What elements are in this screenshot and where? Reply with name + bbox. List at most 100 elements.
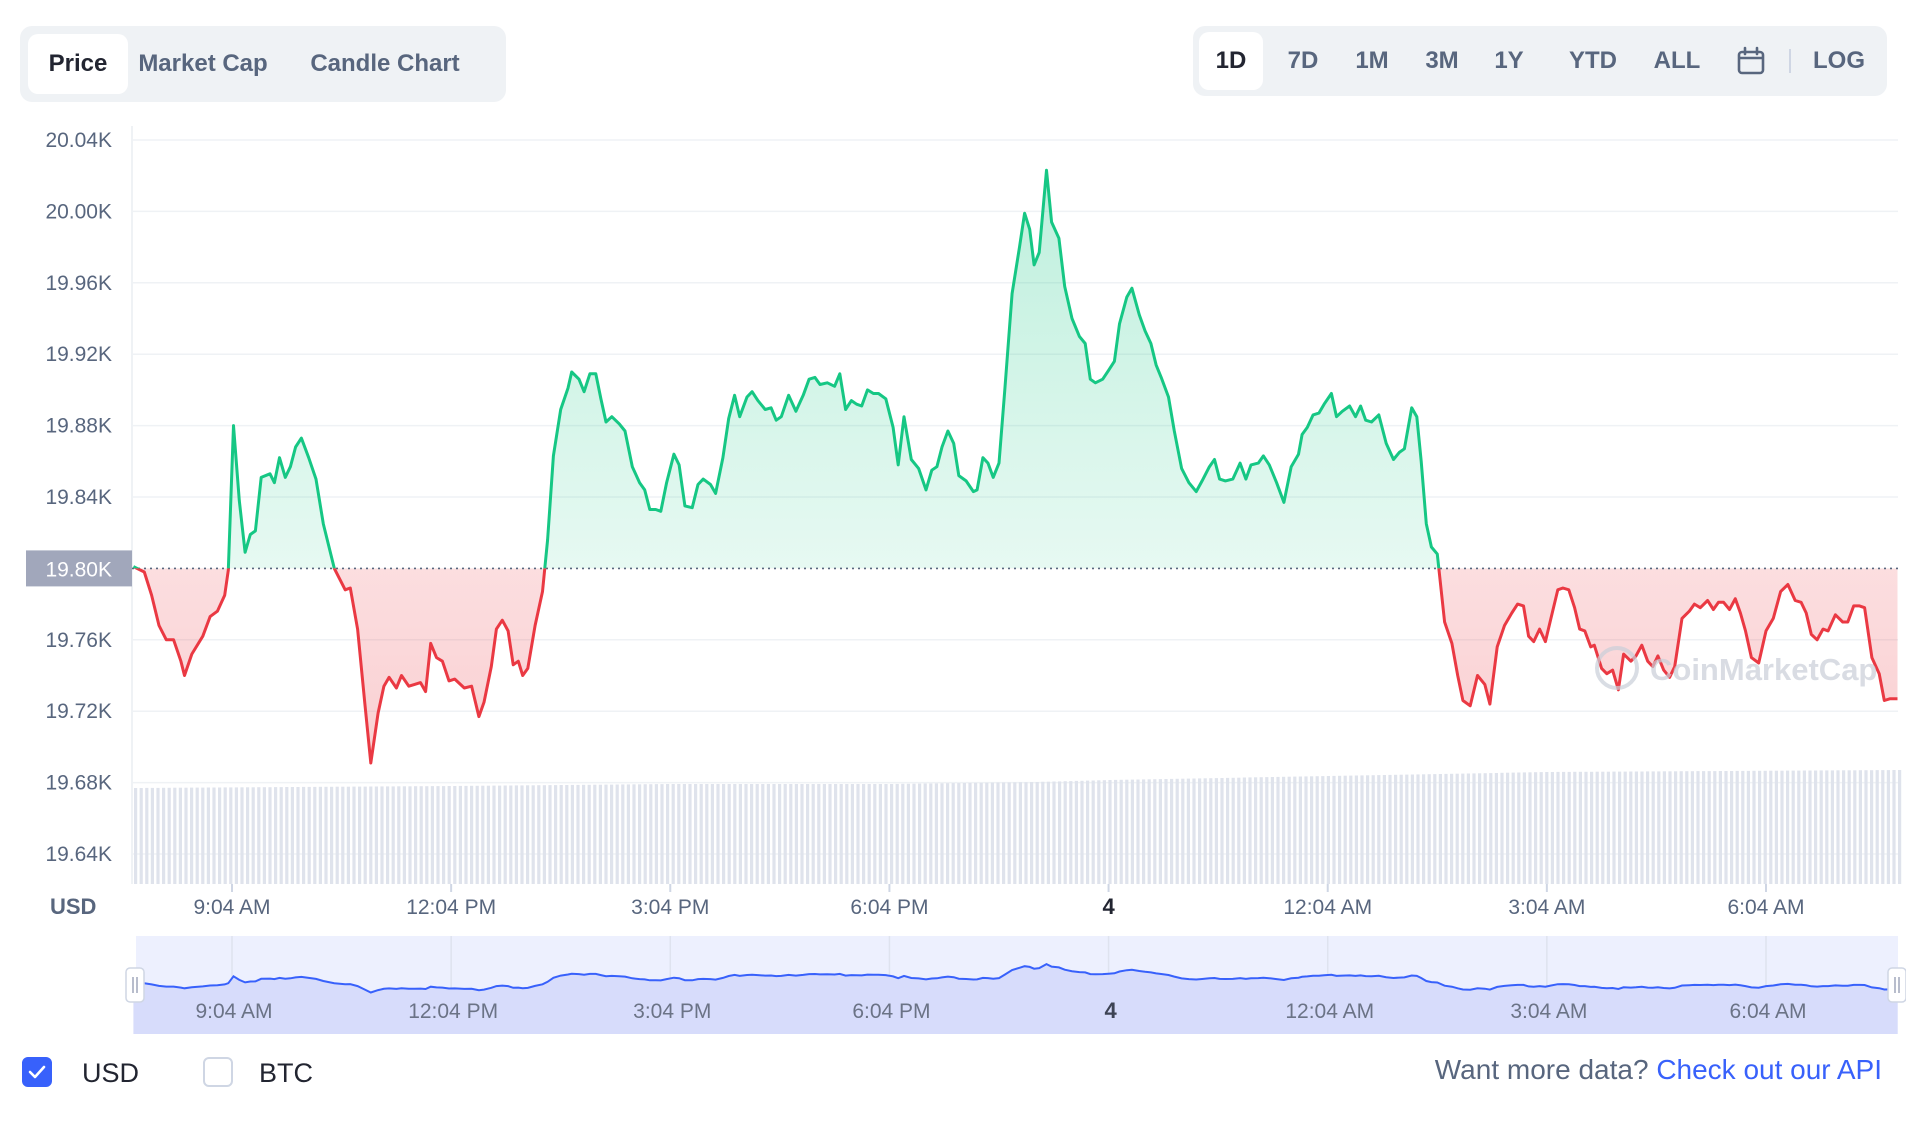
- volume-bar: [178, 787, 182, 884]
- tab-price[interactable]: Price: [28, 34, 128, 94]
- volume-bar: [251, 787, 255, 884]
- volume-bar: [481, 785, 485, 884]
- volume-bar: [1091, 780, 1095, 884]
- volume-bar: [1108, 780, 1112, 884]
- volume-bar: [1730, 771, 1734, 884]
- axes: 20.04K 20.00K 19.96K 19.92K 19.88K 19.84K 19.7…: [26, 129, 1805, 919]
- volume-bar: [1791, 770, 1795, 884]
- volume-bar: [912, 783, 916, 884]
- volume-bar: [716, 784, 720, 884]
- volume-bar: [1158, 779, 1162, 884]
- currency-label: USD: [50, 894, 96, 919]
- range-3m[interactable]: 3M: [1425, 47, 1459, 74]
- volume-bar: [688, 784, 692, 884]
- volume-bar: [1186, 778, 1190, 884]
- volume-bar: [1394, 774, 1398, 884]
- volume-bar: [1489, 773, 1493, 884]
- volume-bar: [1702, 771, 1706, 884]
- volume-bar: [783, 784, 787, 884]
- volume-bar: [1858, 770, 1862, 884]
- range-separator: [1789, 49, 1791, 73]
- volume-bar: [1802, 770, 1806, 884]
- volume-bar: [1338, 775, 1342, 884]
- volume-bar: [1550, 772, 1554, 884]
- range-7d[interactable]: 7D: [1287, 47, 1319, 74]
- volume-bar: [682, 784, 686, 884]
- volume-bar: [1752, 770, 1756, 884]
- volume-bar: [1265, 777, 1269, 884]
- volume-bar: [940, 783, 944, 884]
- volume-bar: [1293, 776, 1297, 884]
- volume-bar: [1506, 772, 1510, 884]
- volume-bar: [402, 786, 406, 884]
- volume-bar: [1808, 770, 1812, 884]
- navigator-left-handle[interactable]: [125, 967, 145, 1003]
- volume-bar: [346, 786, 350, 884]
- volume-bar: [1483, 773, 1487, 884]
- price-line-down: [133, 568, 1898, 765]
- volume-bar: [1500, 772, 1504, 884]
- volume-bar: [1164, 779, 1168, 884]
- volume-bar: [352, 786, 356, 884]
- volume-bar: [1830, 770, 1834, 884]
- volume-bar: [901, 783, 905, 884]
- range-ytd[interactable]: YTD: [1569, 47, 1617, 74]
- y-tick-label: 19.72K: [45, 700, 112, 723]
- volume-bar: [1343, 775, 1347, 884]
- volume-bar: [408, 786, 412, 884]
- usd-checkbox[interactable]: [22, 1057, 52, 1087]
- range-1y[interactable]: 1Y: [1494, 47, 1524, 74]
- volume-bar: [1472, 773, 1476, 884]
- volume-bar: [671, 784, 675, 884]
- log-scale-toggle[interactable]: LOG: [1813, 47, 1865, 74]
- navigator-right-handle[interactable]: [1887, 967, 1906, 1003]
- volume-bar: [727, 784, 731, 884]
- volume-bar: [778, 784, 782, 884]
- volume-bar: [694, 784, 698, 884]
- volume-bar: [307, 786, 311, 884]
- volume-bar: [1584, 771, 1588, 884]
- tab-candle-chart[interactable]: Candle Chart: [310, 50, 460, 77]
- volume-bar: [464, 785, 468, 884]
- volume-bar: [509, 785, 513, 884]
- volume-bar: [1203, 778, 1207, 884]
- range-all[interactable]: ALL: [1653, 47, 1701, 74]
- volume-bar: [324, 786, 328, 884]
- volume-bar: [1668, 771, 1672, 884]
- range-1m[interactable]: 1M: [1355, 47, 1389, 74]
- volume-bar: [296, 787, 300, 884]
- volume-bar: [542, 785, 546, 884]
- calendar-icon[interactable]: [1723, 32, 1779, 90]
- volume-bar: [318, 786, 322, 884]
- volume-bar: [1410, 774, 1414, 884]
- volume-bar: [1080, 780, 1084, 884]
- navigator-tick-label: 4: [1104, 998, 1117, 1023]
- volume-bar: [1231, 777, 1235, 884]
- volume-bar: [559, 785, 563, 884]
- watermark-text: CoinMarketCap: [1650, 652, 1877, 687]
- volume-bar: [380, 786, 384, 884]
- volume-bar: [1125, 779, 1129, 884]
- volume-bar: [1254, 777, 1258, 884]
- area-above-baseline: [133, 170, 1898, 569]
- navigator-tick-label: 6:04 PM: [852, 1000, 930, 1023]
- volume-bar: [1354, 775, 1358, 884]
- volume-bar: [206, 787, 210, 884]
- volume-bar: [1478, 773, 1482, 884]
- volume-bar: [531, 785, 535, 884]
- volume-bar: [1601, 771, 1605, 884]
- range-1d[interactable]: 1D: [1199, 32, 1263, 90]
- tab-market-cap[interactable]: Market Cap: [138, 50, 268, 77]
- volume-bar: [548, 785, 552, 884]
- volume-bar: [1590, 771, 1594, 884]
- range-navigator[interactable]: 9:04 AM 12:04 PM 3:04 PM 6:04 PM 4 12:04 AM 3:…: [125, 936, 1906, 1034]
- volume-bar: [1758, 770, 1762, 884]
- volume-bar: [1853, 770, 1857, 884]
- baseline-label-box: [26, 550, 132, 587]
- navigator-tick-label: 3:04 PM: [633, 1000, 711, 1023]
- api-link[interactable]: Check out our API: [1656, 1054, 1882, 1085]
- volume-bar: [705, 784, 709, 884]
- volume-bar: [139, 788, 143, 884]
- btc-checkbox[interactable]: [203, 1057, 233, 1087]
